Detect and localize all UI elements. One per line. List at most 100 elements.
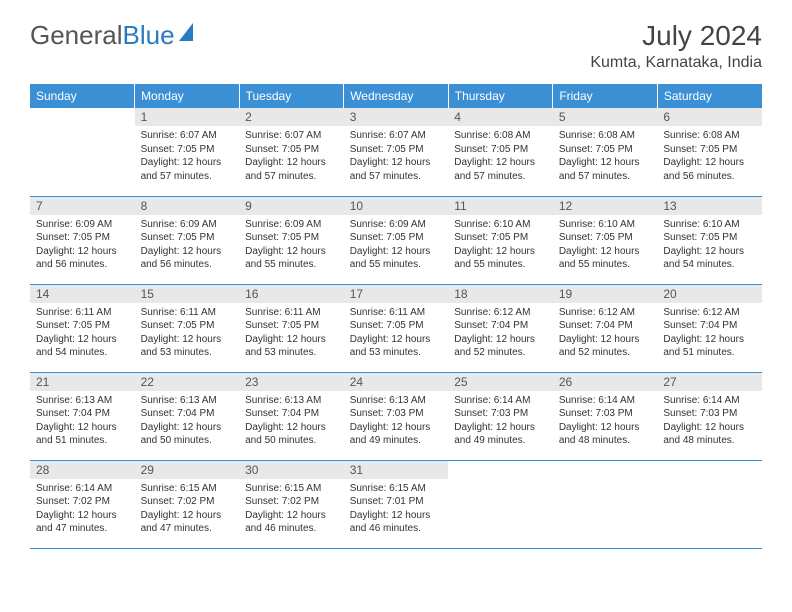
cell-body: Sunrise: 6:13 AMSunset: 7:04 PMDaylight:… [239,391,344,451]
calendar-row: 21Sunrise: 6:13 AMSunset: 7:04 PMDayligh… [30,372,762,460]
cell-body: Sunrise: 6:11 AMSunset: 7:05 PMDaylight:… [30,303,135,363]
cell-body: Sunrise: 6:09 AMSunset: 7:05 PMDaylight:… [344,215,449,275]
day-number: 12 [553,197,658,215]
daylight: Daylight: 12 hours and 54 minutes. [36,333,129,360]
day-number: 6 [657,108,762,126]
sunrise: Sunrise: 6:08 AM [559,129,652,143]
sunrise: Sunrise: 6:07 AM [141,129,234,143]
sunset: Sunset: 7:04 PM [141,407,234,421]
day-number: 29 [135,461,240,479]
cell-body: Sunrise: 6:14 AMSunset: 7:03 PMDaylight:… [657,391,762,451]
sunset: Sunset: 7:05 PM [663,231,756,245]
logo-triangle-icon [179,23,193,41]
sunrise: Sunrise: 6:12 AM [454,306,547,320]
daylight: Daylight: 12 hours and 57 minutes. [141,156,234,183]
daylight: Daylight: 12 hours and 53 minutes. [141,333,234,360]
daylight: Daylight: 12 hours and 56 minutes. [663,156,756,183]
sunset: Sunset: 7:05 PM [663,143,756,157]
cell-body: Sunrise: 6:10 AMSunset: 7:05 PMDaylight:… [448,215,553,275]
calendar-row: 7Sunrise: 6:09 AMSunset: 7:05 PMDaylight… [30,196,762,284]
daylight: Daylight: 12 hours and 51 minutes. [36,421,129,448]
cell-body: Sunrise: 6:07 AMSunset: 7:05 PMDaylight:… [344,126,449,186]
cell-body: Sunrise: 6:09 AMSunset: 7:05 PMDaylight:… [135,215,240,275]
daylight: Daylight: 12 hours and 49 minutes. [350,421,443,448]
daylight: Daylight: 12 hours and 54 minutes. [663,245,756,272]
location: Kumta, Karnataka, India [590,54,762,72]
calendar-cell: 13Sunrise: 6:10 AMSunset: 7:05 PMDayligh… [657,196,762,284]
calendar-cell: 2Sunrise: 6:07 AMSunset: 7:05 PMDaylight… [239,108,344,196]
cell-body: Sunrise: 6:13 AMSunset: 7:04 PMDaylight:… [135,391,240,451]
daylight: Daylight: 12 hours and 52 minutes. [454,333,547,360]
daylight: Daylight: 12 hours and 49 minutes. [454,421,547,448]
daylight: Daylight: 12 hours and 56 minutes. [141,245,234,272]
daylight: Daylight: 12 hours and 57 minutes. [245,156,338,183]
sunset: Sunset: 7:04 PM [36,407,129,421]
sunrise: Sunrise: 6:10 AM [559,218,652,232]
day-number: 25 [448,373,553,391]
calendar-cell [553,460,658,548]
day-number: 26 [553,373,658,391]
sunrise: Sunrise: 6:13 AM [350,394,443,408]
calendar-cell: 1Sunrise: 6:07 AMSunset: 7:05 PMDaylight… [135,108,240,196]
calendar-cell: 17Sunrise: 6:11 AMSunset: 7:05 PMDayligh… [344,284,449,372]
day-number [448,461,553,479]
calendar-cell [448,460,553,548]
day-number: 3 [344,108,449,126]
sunset: Sunset: 7:05 PM [245,319,338,333]
sunset: Sunset: 7:05 PM [245,143,338,157]
sunset: Sunset: 7:05 PM [559,231,652,245]
daylight: Daylight: 12 hours and 52 minutes. [559,333,652,360]
daylight: Daylight: 12 hours and 57 minutes. [454,156,547,183]
sunrise: Sunrise: 6:13 AM [36,394,129,408]
daylight: Daylight: 12 hours and 46 minutes. [350,509,443,536]
sunset: Sunset: 7:05 PM [245,231,338,245]
sunset: Sunset: 7:04 PM [454,319,547,333]
day-number: 17 [344,285,449,303]
calendar-cell: 16Sunrise: 6:11 AMSunset: 7:05 PMDayligh… [239,284,344,372]
month-title: July 2024 [590,20,762,52]
calendar-row: 28Sunrise: 6:14 AMSunset: 7:02 PMDayligh… [30,460,762,548]
day-number: 24 [344,373,449,391]
daylight: Daylight: 12 hours and 48 minutes. [559,421,652,448]
day-number: 4 [448,108,553,126]
col-monday: Monday [135,84,240,108]
calendar-cell: 26Sunrise: 6:14 AMSunset: 7:03 PMDayligh… [553,372,658,460]
sunset: Sunset: 7:05 PM [141,319,234,333]
title-block: July 2024 Kumta, Karnataka, India [590,20,762,72]
sunset: Sunset: 7:04 PM [663,319,756,333]
sunrise: Sunrise: 6:14 AM [36,482,129,496]
day-number: 20 [657,285,762,303]
daylight: Daylight: 12 hours and 57 minutes. [350,156,443,183]
day-number: 16 [239,285,344,303]
sunset: Sunset: 7:05 PM [350,231,443,245]
calendar-cell: 3Sunrise: 6:07 AMSunset: 7:05 PMDaylight… [344,108,449,196]
calendar-cell: 22Sunrise: 6:13 AMSunset: 7:04 PMDayligh… [135,372,240,460]
col-tuesday: Tuesday [239,84,344,108]
day-number: 5 [553,108,658,126]
sunrise: Sunrise: 6:09 AM [141,218,234,232]
calendar-cell: 28Sunrise: 6:14 AMSunset: 7:02 PMDayligh… [30,460,135,548]
sunset: Sunset: 7:02 PM [245,495,338,509]
daylight: Daylight: 12 hours and 57 minutes. [559,156,652,183]
cell-body: Sunrise: 6:10 AMSunset: 7:05 PMDaylight:… [553,215,658,275]
sunset: Sunset: 7:05 PM [559,143,652,157]
sunrise: Sunrise: 6:12 AM [559,306,652,320]
calendar-cell: 8Sunrise: 6:09 AMSunset: 7:05 PMDaylight… [135,196,240,284]
sunrise: Sunrise: 6:15 AM [245,482,338,496]
cell-body: Sunrise: 6:11 AMSunset: 7:05 PMDaylight:… [239,303,344,363]
calendar-cell: 5Sunrise: 6:08 AMSunset: 7:05 PMDaylight… [553,108,658,196]
sunset: Sunset: 7:05 PM [141,143,234,157]
sunrise: Sunrise: 6:10 AM [454,218,547,232]
daylight: Daylight: 12 hours and 55 minutes. [559,245,652,272]
sunset: Sunset: 7:05 PM [141,231,234,245]
calendar-cell: 15Sunrise: 6:11 AMSunset: 7:05 PMDayligh… [135,284,240,372]
col-sunday: Sunday [30,84,135,108]
cell-body: Sunrise: 6:15 AMSunset: 7:02 PMDaylight:… [135,479,240,539]
day-number: 22 [135,373,240,391]
cell-body: Sunrise: 6:08 AMSunset: 7:05 PMDaylight:… [553,126,658,186]
calendar-cell: 10Sunrise: 6:09 AMSunset: 7:05 PMDayligh… [344,196,449,284]
sunrise: Sunrise: 6:09 AM [350,218,443,232]
day-number: 27 [657,373,762,391]
calendar-cell: 12Sunrise: 6:10 AMSunset: 7:05 PMDayligh… [553,196,658,284]
logo-part2: Blue [123,20,175,51]
